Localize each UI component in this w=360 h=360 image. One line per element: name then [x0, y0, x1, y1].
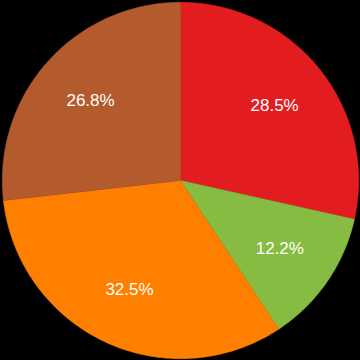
svg-text:26.8%: 26.8%	[66, 91, 114, 110]
svg-text:12.2%: 12.2%	[256, 239, 304, 258]
svg-text:28.5%: 28.5%	[251, 96, 299, 115]
svg-text:32.5%: 32.5%	[105, 280, 153, 299]
